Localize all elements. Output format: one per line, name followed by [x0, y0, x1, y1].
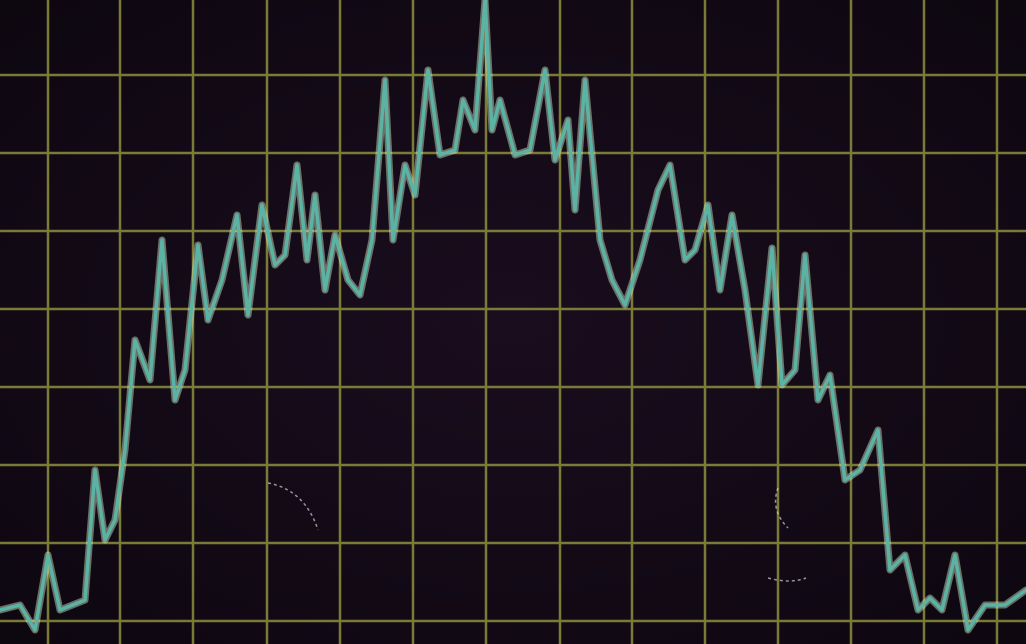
- screen-reflections: [267, 482, 807, 582]
